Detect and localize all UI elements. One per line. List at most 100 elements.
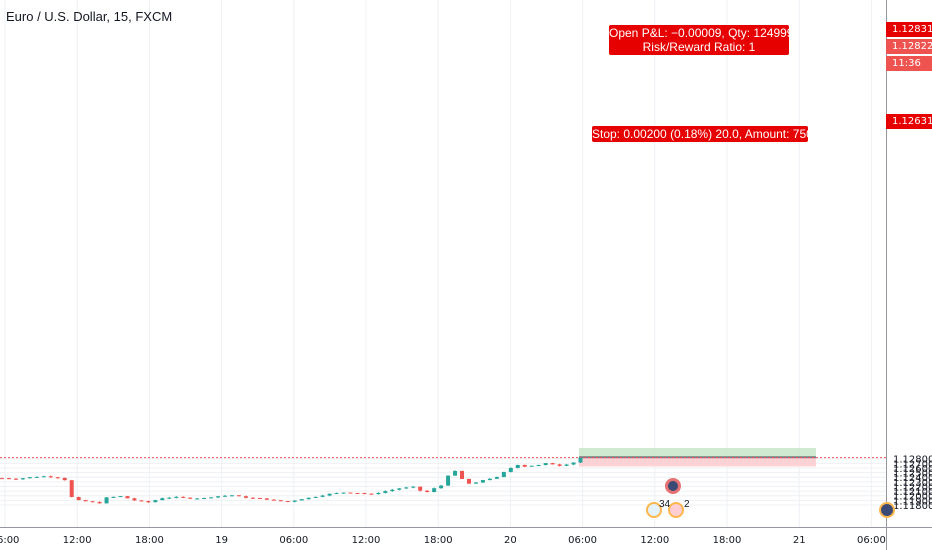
candle-body: [299, 499, 304, 501]
candle-body: [188, 497, 193, 499]
candle-body: [515, 464, 520, 469]
candle-body: [425, 490, 430, 493]
x-tick-label: 18:00: [135, 535, 164, 546]
candle-body: [132, 498, 137, 501]
candle-body: [243, 496, 248, 498]
candle-body: [13, 478, 18, 480]
candle-body: [564, 464, 569, 466]
candle-body: [90, 501, 95, 503]
eu-flag-icon[interactable]: [646, 502, 662, 518]
candle-body: [341, 492, 346, 494]
candle-body: [174, 496, 179, 498]
y-tick-label: 1.12300: [893, 478, 932, 489]
candle-body: [306, 497, 311, 500]
edge-event-icon[interactable]: [879, 502, 895, 518]
candle-body: [348, 492, 353, 494]
candle-body: [313, 496, 318, 498]
candle-body: [181, 496, 186, 498]
candle-body: [146, 501, 151, 503]
candle-body: [139, 500, 144, 502]
y-tick-label: 1.11900: [893, 496, 932, 507]
candle-body: [508, 468, 513, 472]
candle-body: [167, 497, 172, 499]
x-tick-label: 18:00: [424, 535, 453, 546]
candle-body: [355, 492, 360, 494]
event-count-eu: 34: [659, 499, 671, 510]
x-tick-label: 06:00: [857, 535, 886, 546]
countdown-tag: 11:36: [886, 56, 932, 71]
candle-body: [397, 488, 402, 490]
candle-body: [264, 498, 269, 500]
us-flag-icon[interactable]: [668, 502, 684, 518]
x-tick-label: 19: [215, 535, 228, 546]
candle-body: [27, 477, 32, 479]
x-tick-label: 21: [793, 535, 806, 546]
x-tick-label: 12:00: [63, 535, 92, 546]
candle-body: [473, 482, 478, 484]
x-tick-label: 20: [504, 535, 517, 546]
candle-body: [334, 493, 339, 495]
y-tick-label: 1.12600: [893, 464, 932, 475]
y-tick-label: 1.12500: [893, 469, 932, 480]
candle-body: [327, 493, 332, 496]
candle-body: [69, 480, 74, 498]
candle-body: [571, 462, 576, 465]
candle-body: [460, 470, 465, 479]
x-tick-label: 18:00: [713, 535, 742, 546]
candle-body: [432, 488, 437, 493]
x-tick-label: 06:00: [279, 535, 308, 546]
candle-body: [153, 500, 158, 503]
candle-body: [250, 497, 255, 499]
candle-body: [404, 487, 409, 489]
last-price-tag: 1.12822: [886, 39, 932, 54]
y-tick-label: 1.12700: [893, 459, 932, 470]
candle-body: [376, 492, 381, 495]
candle-body: [202, 497, 207, 499]
x-tick-label: 12:00: [640, 535, 669, 546]
candle-body: [34, 476, 39, 478]
chart-title: Euro / U.S. Dollar, 15, FXCM: [6, 9, 173, 24]
profit-zone: [579, 448, 816, 458]
candle-body: [446, 475, 451, 486]
y-tick-label: 1.12400: [893, 473, 932, 484]
loss-zone: [579, 457, 816, 467]
candle-body: [230, 495, 235, 497]
y-tick-label: 1.11800: [893, 501, 932, 512]
event-count-us: 2: [684, 499, 690, 510]
candle-body: [480, 480, 485, 483]
candle-body: [0, 478, 4, 480]
y-tick-label: 1.12100: [893, 487, 932, 498]
x-tick-label: 12:00: [352, 535, 381, 546]
candle-body: [160, 498, 165, 501]
y-tick-label: 1.12200: [893, 482, 932, 493]
candle-body: [236, 495, 241, 497]
candle-body: [557, 464, 562, 466]
candle-body: [487, 478, 492, 481]
candle-body: [522, 464, 527, 467]
candle-body: [418, 486, 423, 491]
candle-body: [48, 476, 53, 478]
x-tick-label: 06:00: [0, 535, 19, 546]
candle-body: [550, 463, 555, 465]
candle-body: [453, 470, 458, 476]
candle-body: [209, 497, 214, 499]
candle-body: [216, 496, 221, 498]
y-tick-label: 1.12800: [893, 455, 932, 466]
candle-body: [494, 476, 499, 479]
candle-body: [76, 497, 81, 501]
economic-event-icon[interactable]: [665, 478, 681, 494]
candle-body: [125, 496, 130, 499]
candle-body: [83, 500, 88, 502]
candle-body: [466, 478, 471, 484]
y-tick-label: 1.12000: [893, 492, 932, 503]
position-pnl-label: Open P&L: −0.00009, Qty: 124999 Risk/Rew…: [609, 25, 793, 55]
candle-body: [118, 496, 123, 498]
candle-body: [439, 485, 444, 489]
candle-body: [271, 499, 276, 501]
candle-body: [390, 489, 395, 492]
candle-body: [62, 477, 67, 481]
candle-body: [536, 465, 541, 467]
candle-body: [278, 500, 283, 502]
candle-body: [501, 471, 506, 477]
